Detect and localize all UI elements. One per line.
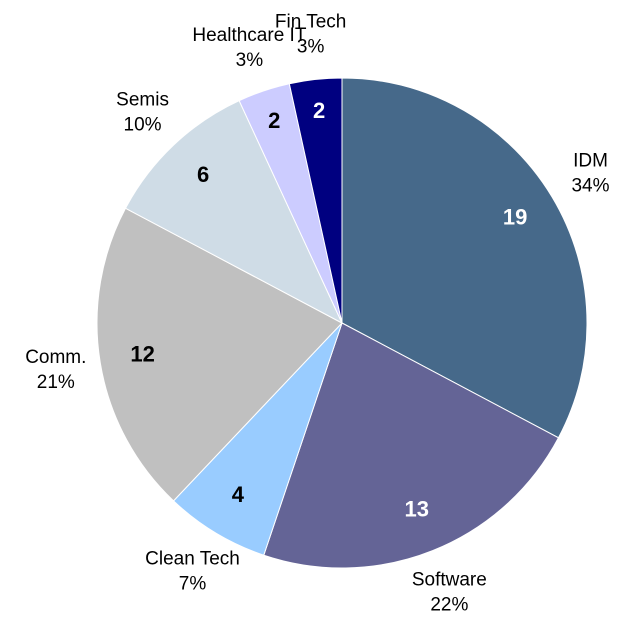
slice-percent: 3% (236, 50, 264, 71)
slice-percent: 3% (297, 37, 325, 58)
pie-slice (288, 77, 343, 324)
slice-count: 2 (313, 98, 325, 123)
slice-label: Clean Tech (145, 549, 240, 570)
slice-label: Software (412, 569, 487, 590)
slice-percent: 22% (430, 594, 468, 615)
slice-count: 2 (268, 108, 280, 133)
slice-percent: 21% (37, 372, 75, 393)
slice-label: Comm. (25, 347, 86, 368)
slice-count: 6 (197, 162, 209, 187)
slice-percent: 10% (124, 114, 162, 135)
slice-count: 12 (130, 341, 154, 366)
slice-percent: 7% (179, 574, 207, 595)
slice-count: 19 (503, 205, 527, 230)
slice-count: 4 (232, 482, 245, 507)
slice-percent: 34% (571, 176, 609, 197)
slice-count: 13 (405, 496, 429, 521)
pie-slice (124, 99, 344, 325)
slice-label: IDM (573, 151, 608, 172)
slice-label: Healthcare IT (192, 25, 306, 46)
slice-label: Semis (116, 89, 169, 110)
pie-slice (341, 77, 588, 439)
slice-label: Fin Tech (275, 12, 346, 33)
pie-slice (172, 322, 343, 556)
pie-slice (96, 207, 343, 502)
pie-slice (263, 322, 560, 569)
